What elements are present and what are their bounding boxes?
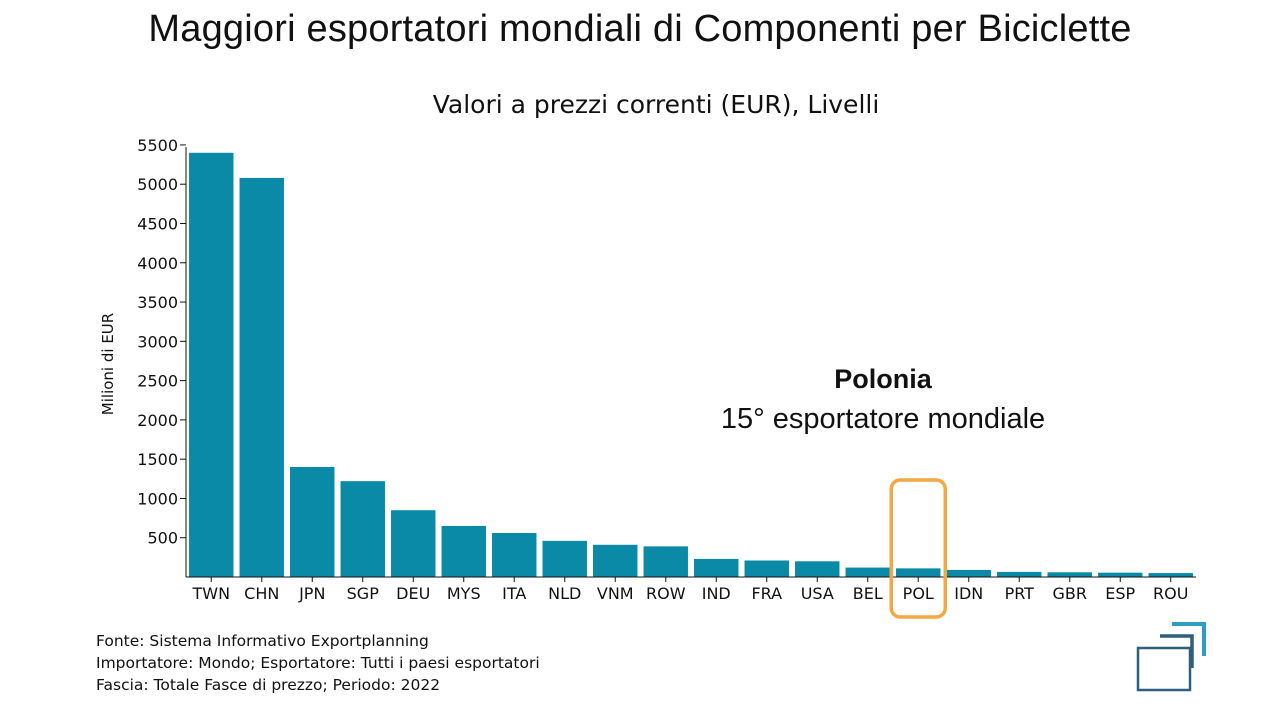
y-axis: 500 1000 1500 2000 2500 3000 3500 4000 4500 5000 5… [137, 136, 187, 577]
x-tick-label: VNM [597, 584, 634, 603]
x-tick-label: ROW [646, 584, 686, 603]
chart-subtitle: Valori a prezzi correnti (EUR), Livelli [433, 90, 880, 119]
exportplanning-logo-icon [1136, 622, 1206, 692]
highlight-box [889, 478, 947, 619]
source-notes: Fonte: Sistema Informativo Exportplannin… [96, 630, 540, 696]
bar-rou [1148, 573, 1193, 577]
x-tick-label: DEU [396, 584, 430, 603]
x-tick-label: ESP [1105, 584, 1135, 603]
x-tick-label: TWN [191, 584, 230, 603]
chart-title: Maggiori esportatori mondiali di Compone… [148, 8, 1132, 50]
bar-twn [189, 152, 234, 577]
x-axis: TWN CHN JPN SGP DEU MYS ITA NLD VNM ROW IND FRA USA B… [186, 576, 1196, 603]
x-tick-label: BEL [853, 584, 883, 603]
x-tick-label: NLD [548, 584, 581, 603]
x-tick-label: MYS [447, 584, 481, 603]
x-tick-label: ITA [502, 584, 526, 603]
bar-vnm [593, 544, 638, 577]
bar-gbr [1047, 572, 1092, 577]
bar-pol [896, 568, 941, 577]
y-tick-label: 5500 [137, 136, 178, 155]
bar-deu [391, 510, 436, 577]
x-tick-label: POL [903, 584, 934, 603]
y-tick-label: 3500 [137, 293, 178, 312]
x-tick-label: PRT [1005, 584, 1035, 603]
y-tick-label: 4500 [137, 214, 178, 233]
bar-mys [441, 525, 486, 577]
x-tick-label: IND [702, 584, 731, 603]
x-tick-label: CHN [244, 584, 279, 603]
y-tick-label: 500 [147, 529, 178, 548]
source-line: Fonte: Sistema Informativo Exportplannin… [96, 632, 429, 650]
x-tick-label: GBR [1053, 584, 1088, 603]
bar-bel [845, 567, 890, 577]
y-tick-label: 2000 [137, 411, 178, 430]
bar-ind [694, 558, 739, 577]
x-tick-label: FRA [751, 584, 782, 603]
bar-prt [997, 571, 1042, 577]
x-tick-label: USA [801, 584, 834, 603]
y-tick-label: 1500 [137, 450, 178, 469]
bar-nld [542, 540, 587, 577]
bar-sgp [340, 481, 385, 577]
y-tick-label: 2500 [137, 372, 178, 391]
x-tick-label: SGP [347, 584, 380, 603]
bar-jpn [290, 467, 335, 577]
bar-ita [492, 533, 537, 577]
x-tick-label: ROU [1153, 584, 1188, 603]
source-line: Fascia: Totale Fasce di prezzo; Periodo:… [96, 676, 441, 694]
source-line: Importatore: Mondo; Esportatore: Tutti i… [96, 654, 540, 672]
y-tick-label: 5000 [137, 175, 178, 194]
x-tick-label: IDN [954, 584, 983, 603]
y-tick-label: 3000 [137, 332, 178, 351]
bars-group [189, 152, 1193, 577]
bar-chn [239, 177, 284, 577]
bar-usa [795, 561, 840, 577]
annotation-title: Polonia [834, 364, 932, 394]
bar-row [643, 546, 688, 577]
bar-fra [744, 560, 789, 577]
y-axis-label: Milioni di EUR [99, 313, 117, 415]
annotation-subtitle: 15° esportatore mondiale [721, 403, 1045, 435]
bar-esp [1098, 572, 1143, 577]
y-tick-label: 1000 [137, 489, 178, 508]
y-tick-label: 4000 [137, 254, 178, 273]
bar-idn [946, 569, 991, 577]
x-tick-label: JPN [298, 584, 325, 603]
